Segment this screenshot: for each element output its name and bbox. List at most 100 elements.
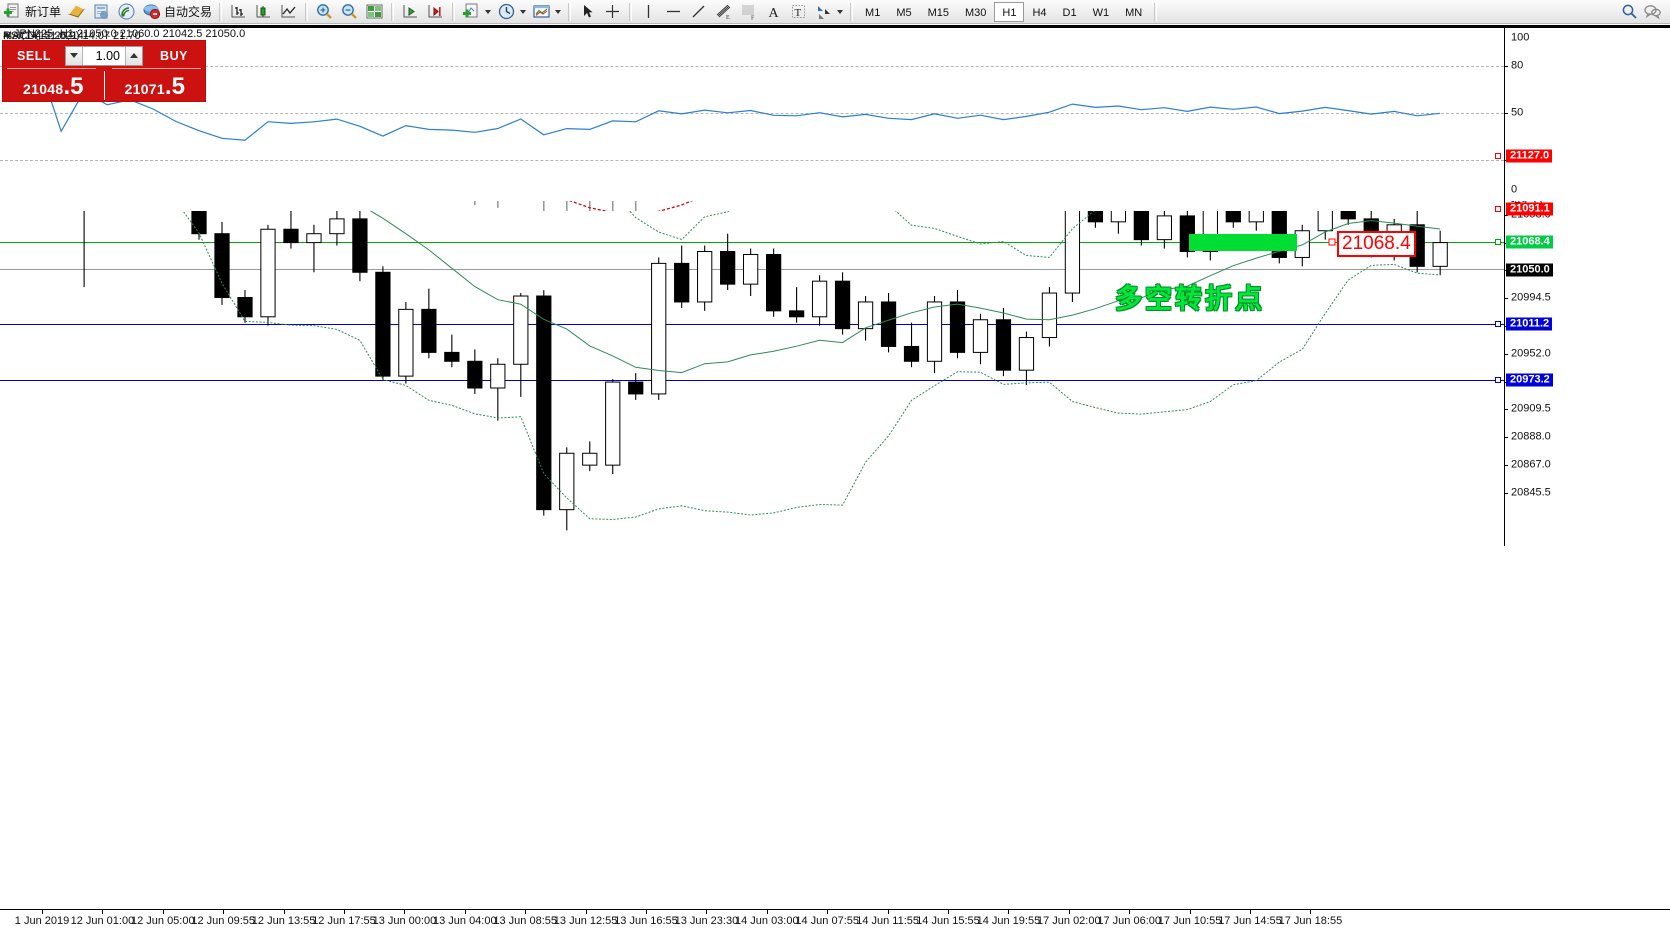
timeframe-h1[interactable]: H1	[994, 1, 1025, 22]
price-tag-support-1[interactable]: 21011.2	[1506, 317, 1553, 331]
candlestick-chart-button[interactable]	[251, 1, 276, 23]
crosshair-button[interactable]	[600, 1, 625, 23]
chart-shift-button[interactable]	[398, 1, 423, 23]
text-label-icon: T	[792, 5, 806, 19]
volume-input[interactable]: 1.00	[83, 46, 125, 65]
rsi-scale: 100 80 50 15 0	[1504, 28, 1670, 201]
timeframe-m30[interactable]: M30	[965, 6, 987, 19]
signals-button[interactable]	[114, 1, 139, 23]
timeframe-h4[interactable]: H4	[1032, 6, 1047, 19]
svg-text:F: F	[751, 16, 755, 22]
zoom-out-button[interactable]	[337, 1, 362, 23]
add-indicator-button[interactable]	[459, 1, 494, 23]
timeframe-m1[interactable]: M1	[865, 6, 881, 19]
line-handle[interactable]	[1495, 153, 1501, 159]
rsi-tick-80: 80	[1511, 59, 1524, 72]
line-handle[interactable]	[1495, 239, 1501, 245]
chevron-down-icon[interactable]	[485, 9, 492, 14]
chart-symbol-legend: JPN225-,H1 21050.0 21060.0 21042.5 21050…	[14, 28, 246, 40]
time-scale[interactable]: 1 Jun 2019 12 Jun 01:00 12 Jun 05:00 12 Jun…	[0, 909, 1670, 946]
vertical-line-button[interactable]	[636, 1, 661, 23]
buy-price[interactable]: 21071 .5	[105, 69, 206, 101]
one-click-trading-panel[interactable]: SELL 1.00 BUY 21048 .5	[2, 40, 206, 102]
line-handle[interactable]	[1495, 206, 1501, 212]
new-order-button[interactable]: 新订单	[0, 1, 64, 23]
svg-text:A: A	[769, 6, 780, 21]
time-tick-mark	[646, 910, 647, 914]
toolbar-separator	[850, 2, 854, 21]
collapse-arrow-icon[interactable]	[3, 32, 11, 37]
timeframe-m15[interactable]: M15	[927, 6, 949, 19]
price-tag-support-2[interactable]: 20973.2	[1506, 373, 1553, 387]
rsi-pane[interactable]: RSI(14) 51.0214 100 80 50 15 0	[0, 26, 1670, 201]
order-panel-prices: 21048 .5 21071 .5	[3, 69, 205, 101]
price-tick-mark	[1504, 492, 1508, 494]
rsi-tick-mark	[1504, 113, 1508, 114]
time-tick-label: 17 Jun 10:55	[1157, 915, 1222, 927]
fibonacci-button[interactable]: F	[736, 1, 761, 23]
trendline-button[interactable]	[686, 1, 711, 23]
cursor-button[interactable]	[575, 1, 600, 23]
line-handle[interactable]	[1495, 321, 1501, 327]
sell-button-label[interactable]: SELL	[17, 48, 51, 63]
time-tick-label: 13 Jun 08:55	[493, 915, 557, 927]
timeframe-d1[interactable]: D1	[1062, 6, 1077, 19]
line-chart-button[interactable]	[276, 1, 301, 23]
timeframe-mn[interactable]: MN	[1125, 6, 1143, 19]
arrows-icon	[818, 6, 831, 19]
support-line-21011[interactable]	[0, 324, 1504, 325]
templates-button[interactable]	[529, 1, 564, 23]
divider	[7, 68, 96, 69]
chevron-down-icon[interactable]	[520, 9, 527, 14]
volume-decrement-button[interactable]	[66, 46, 83, 65]
macd-tick-min: -49.33	[1511, 195, 1543, 208]
chart-window[interactable]: JPN225-,H1 21050.0 21060.0 21042.5 21050…	[0, 25, 1670, 946]
zoom-in-button[interactable]	[312, 1, 337, 23]
chevron-down-icon[interactable]	[837, 9, 844, 14]
volume-increment-button[interactable]	[125, 46, 142, 65]
trendline-icon	[692, 5, 705, 18]
time-tick-label: 13 Jun 16:55	[614, 915, 678, 927]
horizontal-line-button[interactable]	[661, 1, 686, 23]
support-line-20973[interactable]	[0, 380, 1504, 381]
buy-button-label[interactable]: BUY	[160, 48, 188, 63]
volume-stepper[interactable]: 1.00	[65, 45, 143, 66]
chat-icon[interactable]	[1643, 2, 1662, 21]
fibonacci-icon: F	[742, 5, 755, 22]
time-tick-mark	[706, 910, 708, 914]
chart-annotation-text[interactable]: 多空转折点	[1115, 284, 1265, 314]
period-button[interactable]	[494, 1, 529, 23]
macd-legend: MACD(12,26,9) 14.07 21.70	[3, 30, 141, 42]
price-tag-pivot[interactable]: 21068.4	[1506, 235, 1553, 249]
text-label-button[interactable]: T	[786, 1, 811, 23]
price-tag-last: 21050.0	[1506, 263, 1553, 277]
highlight-rectangle[interactable]	[1189, 234, 1297, 251]
equidistant-channel-button[interactable]: E	[711, 1, 736, 23]
auto-scroll-button[interactable]	[423, 1, 448, 23]
time-tick-label: 12 Jun 09:55	[191, 915, 255, 927]
price-tag-resistance-2[interactable]: 21091.1	[1506, 202, 1553, 216]
callout-anchor[interactable]	[1328, 238, 1336, 246]
search-icon[interactable]	[1620, 2, 1639, 21]
price-tick-label: 20994.5	[1511, 291, 1551, 304]
autotrade-button[interactable]: 自动交易	[139, 1, 215, 23]
timeframe-m5[interactable]: M5	[896, 6, 912, 19]
sell-price[interactable]: 21048 .5	[3, 69, 104, 101]
arrows-button[interactable]	[811, 1, 846, 23]
time-tick-mark	[42, 910, 43, 914]
rsi-plot-area[interactable]	[0, 28, 1504, 201]
news-button[interactable]	[89, 1, 114, 23]
chevron-down-icon[interactable]	[555, 9, 562, 14]
tile-windows-button[interactable]	[362, 1, 387, 23]
bar-chart-button[interactable]	[226, 1, 251, 23]
line-handle[interactable]	[1495, 377, 1501, 383]
order-panel-top-row: SELL 1.00 BUY	[3, 41, 205, 67]
price-tag-resistance-1[interactable]: 21127.0	[1506, 149, 1553, 163]
pivot-line-21068[interactable]	[0, 242, 1504, 243]
charts-button[interactable]	[64, 1, 89, 23]
price-tick-label: 20867.0	[1511, 458, 1551, 471]
line-chart-icon	[281, 5, 296, 18]
timeframe-w1[interactable]: W1	[1092, 6, 1110, 19]
text-button[interactable]: A	[761, 1, 786, 23]
price-callout[interactable]: 21068.4	[1337, 231, 1416, 257]
